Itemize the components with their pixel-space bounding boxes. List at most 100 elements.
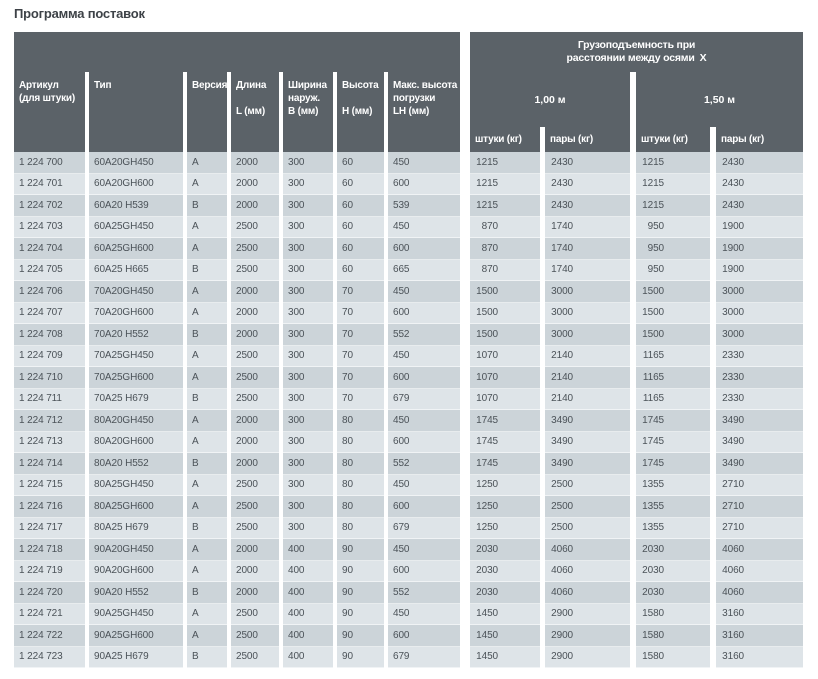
capacity-cell: 2140 — [545, 345, 630, 367]
table-cell: 60A25 H665 — [89, 259, 183, 281]
table-cell: 80 — [337, 410, 384, 432]
capacity-cell: 4060 — [545, 582, 630, 604]
table-cell: 300 — [283, 431, 333, 453]
table-cell: 1 224 711 — [14, 388, 85, 410]
capacity-cell: 3000 — [716, 324, 803, 346]
capacity-cell: 2430 — [545, 173, 630, 195]
table-cell: 679 — [388, 388, 460, 410]
capacity-row: 1250 2500 1355 2710 — [470, 474, 803, 496]
capacity-cell: 3490 — [716, 410, 803, 432]
table-cell: 300 — [283, 474, 333, 496]
capacity-cell: 3000 — [545, 281, 630, 303]
capacity-cell: 1900 — [716, 259, 803, 281]
column-header-label: Версия — [192, 80, 228, 91]
table-cell: 90 — [337, 560, 384, 582]
table-cell: 1 224 706 — [14, 281, 85, 303]
capacity-value: 1500 — [476, 307, 498, 319]
capacity-value: 1745 — [476, 436, 498, 448]
capacity-value: 2330 — [722, 371, 744, 383]
column-header-unit: L (мм) — [236, 106, 265, 117]
capacity-value: 1450 — [476, 608, 498, 620]
capacity-subheaders: штуки (кг) пары (кг) штуки (кг) пары (кг… — [470, 127, 803, 152]
capacity-value: 1580 — [642, 651, 664, 663]
capacity-value: 3000 — [722, 328, 744, 340]
table-cell: 90 — [337, 646, 384, 668]
table-cell: 80A20 H552 — [89, 453, 183, 475]
capacity-cell: 1745 — [636, 410, 710, 432]
capacity-cell: 3000 — [716, 281, 803, 303]
capacity-cell: 1355 — [636, 517, 710, 539]
table-cell: 1 224 720 — [14, 582, 85, 604]
table-row: 1 224 708 70A20 H552 B 2000 300 70 552 — [14, 324, 460, 346]
table-cell: 300 — [283, 152, 333, 174]
capacity-row: 1215 2430 1215 2430 — [470, 152, 803, 174]
table-cell: 539 — [388, 195, 460, 217]
capacity-row: 1070 2140 1165 2330 — [470, 345, 803, 367]
table-cell: 80 — [337, 496, 384, 518]
table-cell: 450 — [388, 216, 460, 238]
capacity-value: 1355 — [642, 522, 664, 534]
table-cell: 70A20GH600 — [89, 302, 183, 324]
table-cell: 70 — [337, 302, 384, 324]
capacity-value: 1740 — [551, 242, 573, 254]
capacity-cell: 2900 — [545, 603, 630, 625]
table-cell: 600 — [388, 496, 460, 518]
capacity-value: 1500 — [642, 285, 664, 297]
table-cell: 1 224 718 — [14, 539, 85, 561]
capacity-cell: 1500 — [636, 302, 710, 324]
capacity-value: 2330 — [722, 350, 744, 362]
capacity-group-title-line1: Грузоподъемность при — [577, 39, 696, 51]
table-cell: 70 — [337, 388, 384, 410]
capacity-cell: 1580 — [636, 603, 710, 625]
table-cell: 90 — [337, 582, 384, 604]
capacity-cell: 2430 — [716, 152, 803, 174]
table-cell: 70 — [337, 324, 384, 346]
column-header: Ширина наруж. B (мм) — [283, 72, 333, 152]
table-cell: 300 — [283, 238, 333, 260]
capacity-value: 3490 — [722, 414, 744, 426]
capacity-cell: 1070 — [470, 367, 540, 389]
capacity-value: 1450 — [476, 629, 498, 641]
capacity-row: 1500 3000 1500 3000 — [470, 324, 803, 346]
capacity-cell: 2330 — [716, 367, 803, 389]
table-cell: 2500 — [231, 625, 279, 647]
capacity-value: 1215 — [476, 199, 498, 211]
table-cell: 60A25GH450 — [89, 216, 183, 238]
table-cell: 70 — [337, 367, 384, 389]
capacity-row: 1070 2140 1165 2330 — [470, 388, 803, 410]
capacity-value: 1745 — [642, 414, 664, 426]
spec-table-left: Артикул (для штуки) Тип Версия Длина L (мм) Ши… — [14, 32, 460, 668]
table-cell: 90 — [337, 539, 384, 561]
capacity-row: 1450 2900 1580 3160 — [470, 603, 803, 625]
capacity-value: 2030 — [642, 565, 664, 577]
delivery-program-table: Артикул (для штуки) Тип Версия Длина L (мм) Ши… — [14, 32, 803, 668]
table-cell: B — [187, 517, 227, 539]
capacity-cell: 1500 — [470, 281, 540, 303]
capacity-row: 1745 3490 1745 3490 — [470, 410, 803, 432]
table-cell: 60A20 H539 — [89, 195, 183, 217]
capacity-value: 1900 — [722, 264, 744, 276]
capacity-cell: 2030 — [636, 539, 710, 561]
capacity-value: 3000 — [551, 285, 573, 297]
page-title: Программа поставок — [14, 6, 145, 21]
table-cell: A — [187, 539, 227, 561]
table-cell: 1 224 701 — [14, 173, 85, 195]
capacity-value: 3160 — [722, 651, 744, 663]
table-cell: 300 — [283, 281, 333, 303]
table-cell: 1 224 717 — [14, 517, 85, 539]
capacity-cell: 2710 — [716, 474, 803, 496]
capacity-value: 1580 — [642, 629, 664, 641]
capacity-value: 3000 — [722, 285, 744, 297]
table-cell: 80A20GH450 — [89, 410, 183, 432]
capacity-cell: 1900 — [716, 238, 803, 260]
table-cell: 300 — [283, 345, 333, 367]
table-cell: B — [187, 582, 227, 604]
table-cell: A — [187, 216, 227, 238]
capacity-row: 1215 2430 1215 2430 — [470, 173, 803, 195]
table-row: 1 224 722 90A25GH600 A 2500 400 90 600 — [14, 625, 460, 647]
table-row: 1 224 719 90A20GH600 A 2000 400 90 600 — [14, 560, 460, 582]
capacity-value: 1250 — [476, 500, 498, 512]
capacity-cell: 1215 — [636, 152, 710, 174]
capacity-cell: 4060 — [545, 560, 630, 582]
capacity-cell: 3160 — [716, 625, 803, 647]
